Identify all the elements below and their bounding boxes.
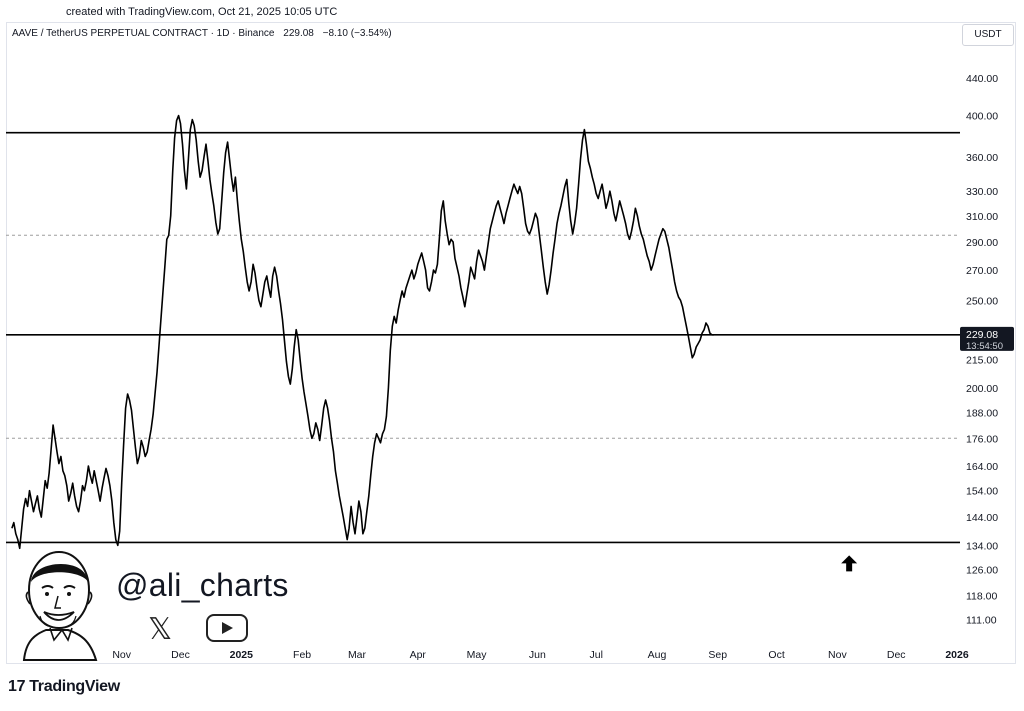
y-tick-label: 360.00 bbox=[966, 152, 998, 164]
price-change: −8.10 (−3.54%) bbox=[322, 28, 392, 39]
tradingview-logo-icon: 17 bbox=[8, 678, 26, 695]
tradingview-brand[interactable]: 17 TradingView bbox=[8, 678, 120, 696]
y-tick-label: 118.00 bbox=[966, 590, 997, 602]
y-tick-label: 310.00 bbox=[966, 211, 998, 223]
x-tick-label: Sep bbox=[708, 649, 727, 661]
y-tick-label: 440.00 bbox=[966, 73, 998, 85]
y-tick-label: 250.00 bbox=[966, 295, 998, 307]
x-tick-label: Apr bbox=[410, 649, 427, 661]
x-tick-label: Aug bbox=[648, 649, 667, 661]
y-tick-label: 176.00 bbox=[966, 433, 998, 445]
x-tick-label: Dec bbox=[171, 649, 190, 661]
series-group bbox=[11, 114, 714, 550]
x-tick-label: Feb bbox=[293, 649, 311, 661]
x-tick-label: 2026 bbox=[945, 649, 969, 661]
y-tick-label: 126.00 bbox=[966, 565, 998, 577]
created-with-caption: created with TradingView.com, Oct 21, 20… bbox=[66, 6, 338, 18]
x-icon: 𝕏 bbox=[148, 613, 173, 646]
y-tick-label: 290.00 bbox=[966, 237, 998, 249]
watermark-handle: @ali_charts bbox=[116, 567, 289, 603]
y-tick-label: 270.00 bbox=[966, 265, 998, 277]
currency-button[interactable]: USDT bbox=[962, 24, 1014, 46]
tradingview-name: TradingView bbox=[29, 678, 120, 695]
x-tick-label: Mar bbox=[348, 649, 367, 661]
price-tag-value: 229.08 bbox=[966, 329, 998, 341]
y-tick-label: 400.00 bbox=[966, 111, 998, 123]
x-tick-label: Jul bbox=[589, 649, 602, 661]
up-arrow-icon bbox=[841, 555, 858, 572]
y-tick-label: 188.00 bbox=[966, 407, 998, 419]
y-tick-label: 330.00 bbox=[966, 186, 998, 198]
symbol-title: AAVE / TetherUS PERPETUAL CONTRACT · 1D … bbox=[12, 28, 275, 39]
x-tick-label: Nov bbox=[828, 649, 847, 661]
x-tick-label: May bbox=[467, 649, 488, 661]
x-tick-label: Dec bbox=[887, 649, 906, 661]
chart-annotations bbox=[841, 555, 858, 572]
youtube-icon bbox=[206, 614, 248, 642]
y-tick-label: 200.00 bbox=[966, 383, 998, 395]
y-tick-label: 164.00 bbox=[966, 461, 998, 473]
x-tick-label: 2025 bbox=[230, 649, 254, 661]
time-axis[interactable]: OctNovDec2025FebMarAprMayJunJulAugSepOct… bbox=[53, 649, 969, 661]
y-tick-label: 111.00 bbox=[966, 614, 997, 626]
horizontal-levels bbox=[6, 131, 960, 544]
price-tag-countdown: 13:54:50 bbox=[966, 341, 1003, 352]
x-tick-label: Oct bbox=[768, 649, 784, 661]
price-tag-box bbox=[960, 326, 1014, 351]
avatar-illustration bbox=[22, 551, 98, 661]
price-axis[interactable]: 111.00 118.00 126.00 134.00 144.00 154.00 164.… bbox=[960, 73, 1014, 626]
symbol-legend: AAVE / TetherUS PERPETUAL CONTRACT · 1D … bbox=[12, 28, 392, 39]
y-tick-label: 154.00 bbox=[966, 486, 998, 498]
x-tick-label: Nov bbox=[112, 649, 131, 661]
y-tick-label: 215.00 bbox=[966, 355, 998, 367]
price-line-series-0 bbox=[11, 114, 714, 550]
y-tick-label: 144.00 bbox=[966, 512, 998, 524]
y-tick-label: 134.00 bbox=[966, 540, 998, 552]
last-price: 229.08 bbox=[283, 28, 314, 39]
x-tick-label: Jun bbox=[529, 649, 546, 661]
